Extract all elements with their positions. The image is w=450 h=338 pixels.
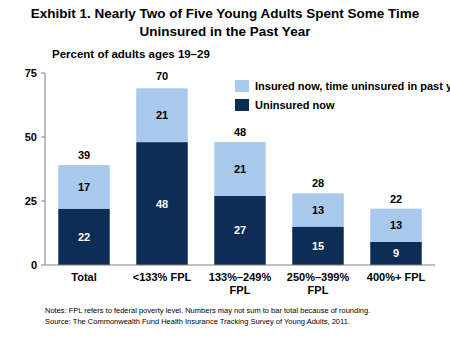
- text-line: Exhibit 1. Nearly Two of Five Young Adul…: [31, 6, 420, 21]
- bar-segment: [370, 209, 421, 242]
- note: Source: The Commonwealth Fund Health Ins…: [45, 317, 350, 326]
- bar-segment: [292, 193, 343, 226]
- y-tick-label: 75: [25, 67, 37, 79]
- data-label: 13: [390, 219, 402, 231]
- note: Notes: FPL refers to federal poverty lev…: [45, 306, 370, 315]
- legend-label: Uninsured now: [255, 99, 335, 111]
- data-label: 21: [234, 163, 246, 175]
- data-label: 21: [156, 109, 168, 121]
- x-axis: [45, 265, 435, 266]
- data-label: 13: [312, 204, 324, 216]
- x-tick-label: 250%–399%FPL: [287, 271, 350, 296]
- text-line: 133%–249%: [209, 271, 272, 283]
- text-line: Total: [71, 271, 96, 283]
- data-label: 48: [156, 198, 168, 210]
- data-labels: 22 17 48 21 27 21 15 13 9 13 39 70 48 28 22: [78, 70, 402, 260]
- x-tick-label: 400%+ FPL: [367, 271, 426, 283]
- x-tick-label: Total: [71, 271, 96, 283]
- y-tick-label: 0: [31, 259, 37, 271]
- text-line: 400%+ FPL: [367, 271, 426, 283]
- y-tick: [41, 73, 45, 74]
- axis-title: Percent of adults ages 19–29: [52, 48, 210, 60]
- total-label: 39: [78, 149, 90, 161]
- total-label: 48: [234, 126, 246, 138]
- legend-swatch: [235, 80, 249, 92]
- data-label: 9: [393, 247, 399, 259]
- text-line: <133% FPL: [133, 271, 192, 283]
- legend: Insured now, time uninsured in past year…: [235, 80, 450, 111]
- bar-segment: [214, 142, 265, 196]
- bar-segment: [58, 209, 109, 265]
- data-label: 22: [78, 231, 90, 243]
- total-label: 28: [312, 177, 324, 189]
- text-line: Uninsured in the Past Year: [140, 24, 312, 39]
- chart-container: Exhibit 1. Nearly Two of Five Young Adul…: [0, 0, 450, 338]
- bars: [58, 88, 421, 265]
- legend-swatch: [235, 99, 249, 111]
- bar-segment: [136, 142, 187, 265]
- x-tick-label: <133% FPL: [133, 271, 192, 283]
- data-label: 15: [312, 240, 324, 252]
- text-line: FPL: [230, 284, 251, 296]
- text-line: FPL: [308, 284, 329, 296]
- bar-segment: [370, 242, 421, 265]
- data-label: 17: [78, 181, 90, 193]
- x-tick-label: 133%–249%FPL: [209, 271, 272, 296]
- y-tick: [41, 265, 45, 266]
- total-label: 22: [390, 193, 402, 205]
- bar-segment: [292, 227, 343, 265]
- data-label: 27: [234, 224, 246, 236]
- y-axis: [45, 73, 46, 265]
- bar-segment: [136, 88, 187, 142]
- bar-segment: [214, 196, 265, 265]
- chart-svg: Exhibit 1. Nearly Two of Five Young Adul…: [0, 0, 450, 338]
- total-label: 70: [156, 70, 168, 82]
- y-tick-label: 50: [25, 131, 37, 143]
- text-line: 250%–399%: [287, 271, 350, 283]
- y-tick-label: 25: [25, 195, 37, 207]
- y-tick: [41, 137, 45, 138]
- legend-label: Insured now, time uninsured in past year: [255, 80, 450, 92]
- title: Exhibit 1. Nearly Two of Five Young Adul…: [31, 6, 420, 39]
- bar-segment: [58, 165, 109, 209]
- y-tick: [41, 201, 45, 202]
